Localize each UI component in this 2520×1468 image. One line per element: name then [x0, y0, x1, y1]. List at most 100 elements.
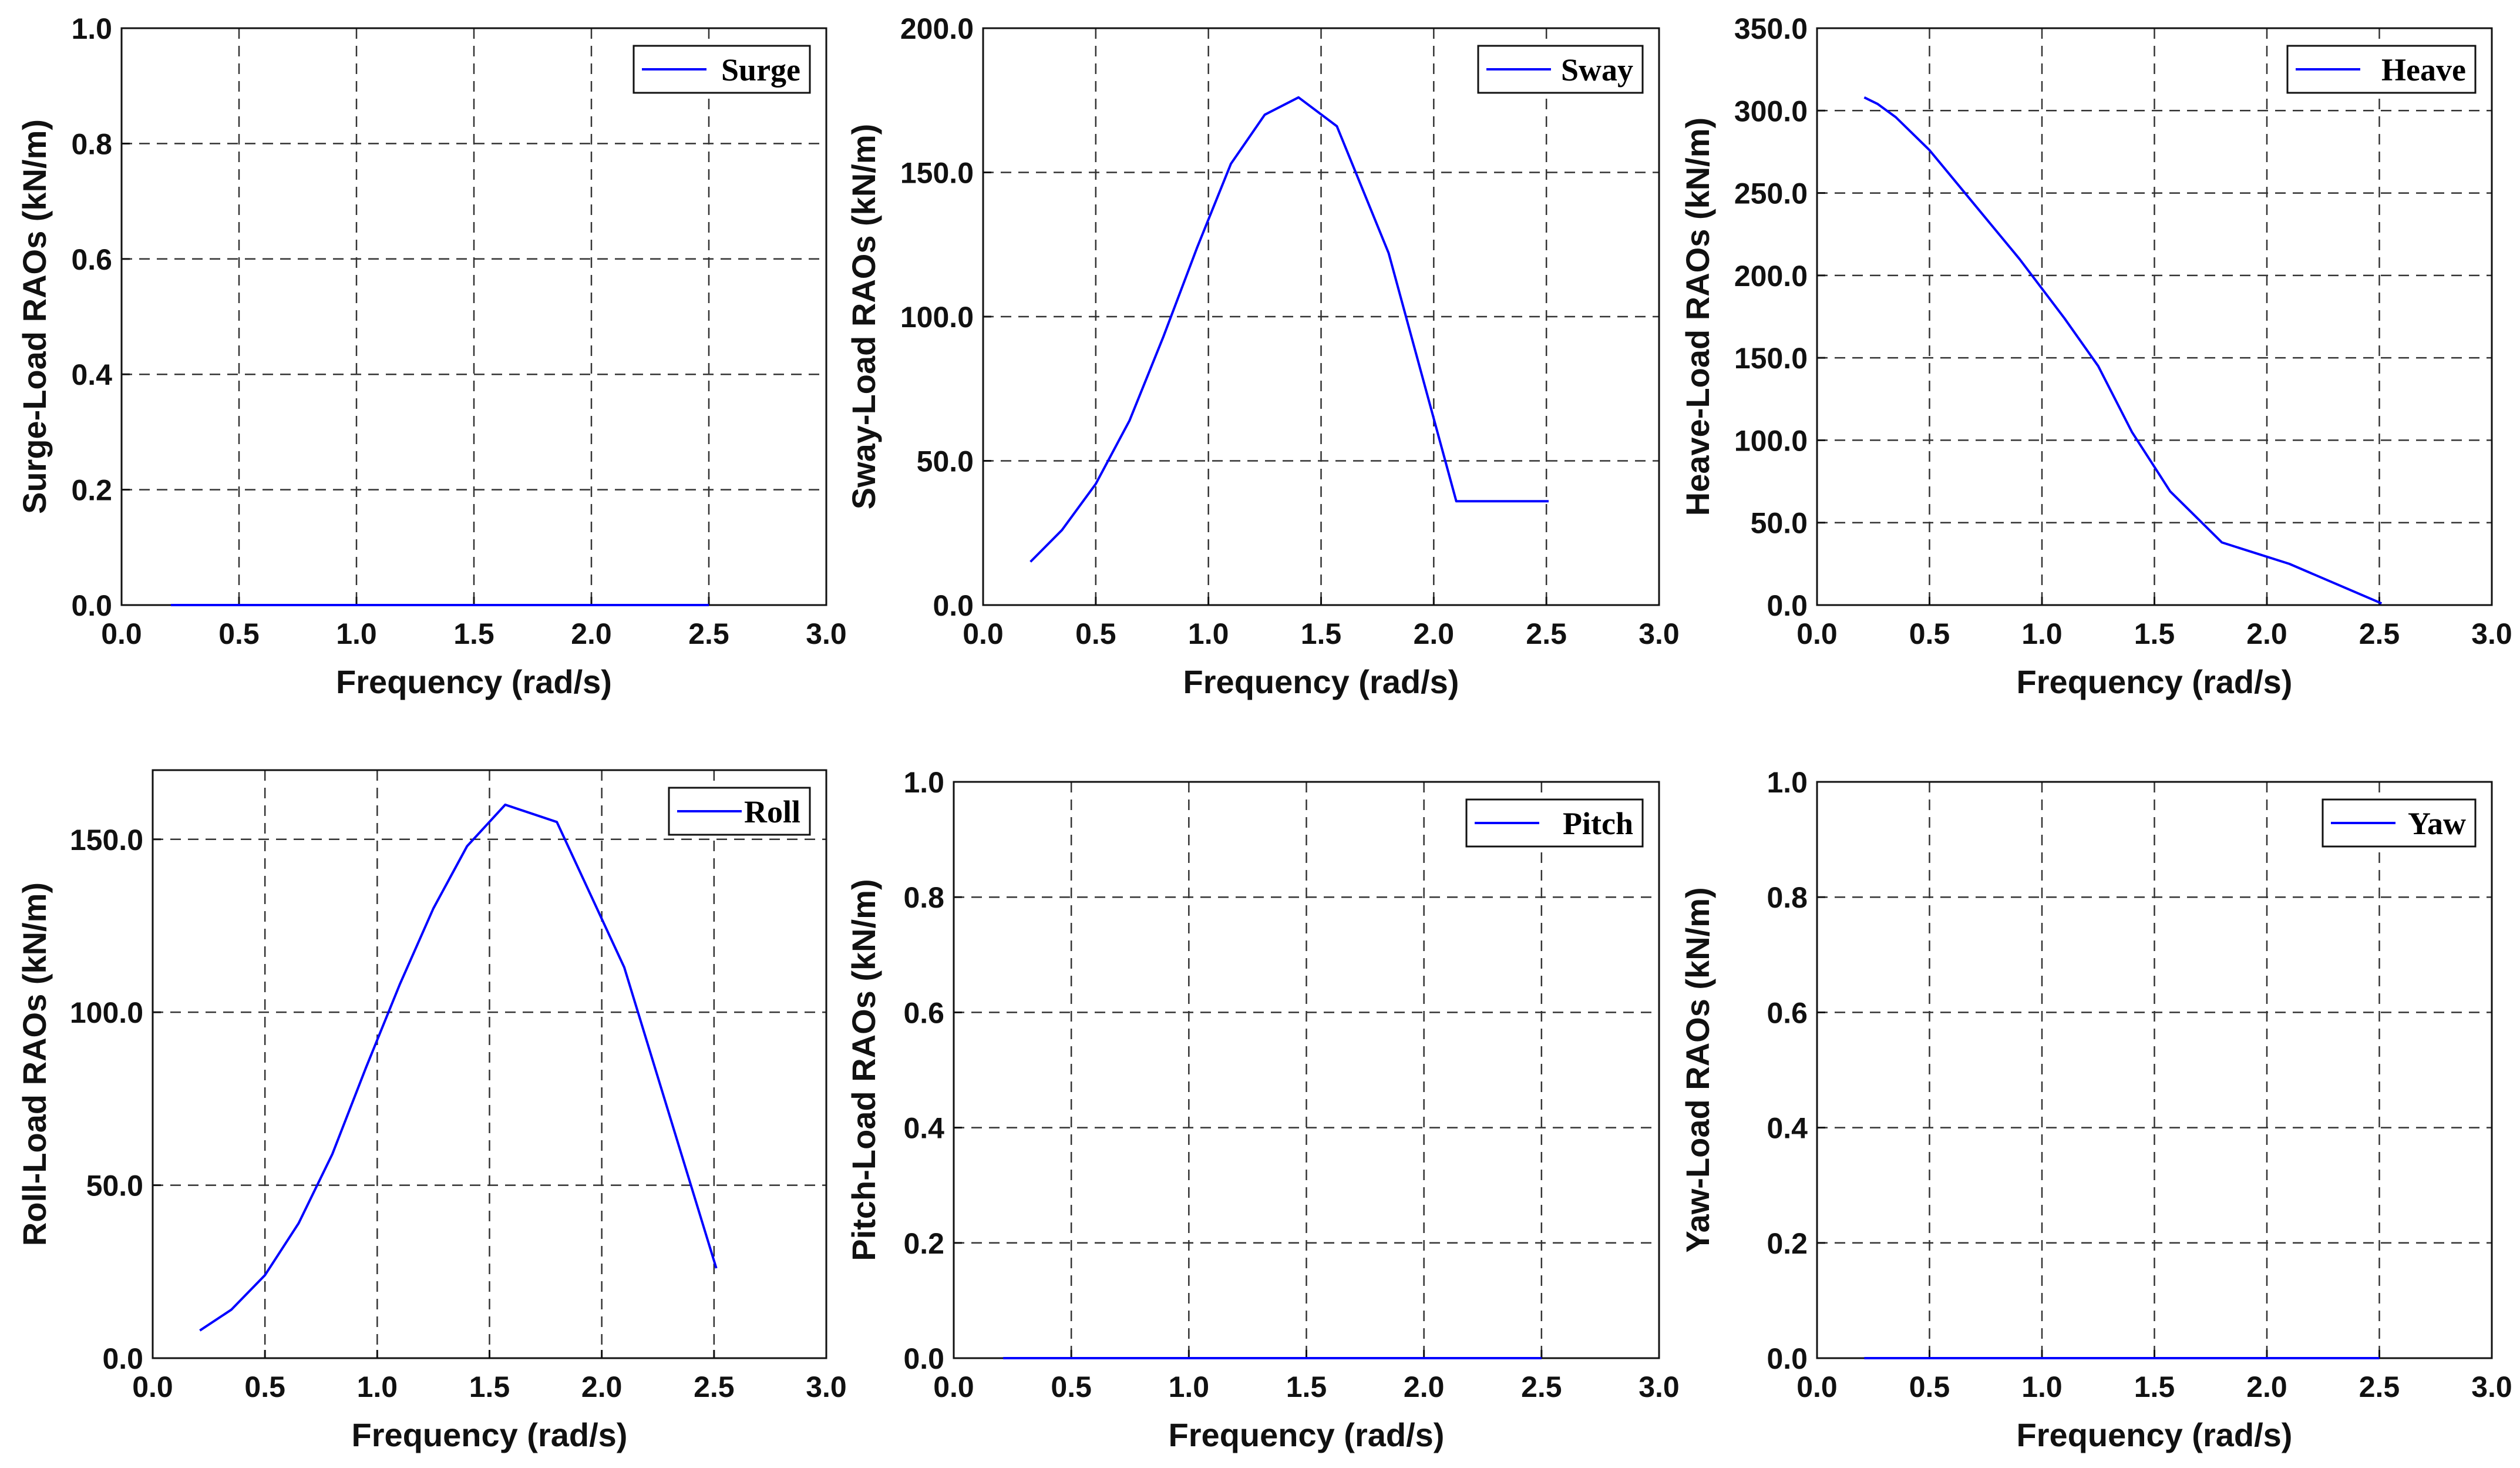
chart-panel-6: 0.0 0.5 1.0 1.5 2.0 2.5 3.0 0.0 0.2 0.4 0.6 0.8 1.0 F…: [1679, 766, 2512, 1453]
legend: Pitch: [1465, 798, 1644, 848]
y-tick-label: 100.0: [70, 996, 143, 1029]
chart-panel-3: 0.0 0.5 1.0 1.5 2.0 2.5 3.0 0.0 50.0 100.0 150.0 20…: [1679, 12, 2512, 700]
y-tick-label: 0.0: [102, 1342, 143, 1375]
x-tick-label: 0.5: [244, 1370, 285, 1403]
x-tick-label: 1.0: [2021, 617, 2063, 650]
y-tick-label: 50.0: [86, 1170, 143, 1202]
x-tick-label: 1.5: [2134, 617, 2175, 650]
y-axis-label: Pitch-Load RAOs (kN/m): [845, 879, 882, 1261]
series-line-heave: [1863, 96, 2383, 605]
y-tick-label: 100.0: [900, 301, 974, 334]
y-tick-label: 0.0: [903, 1342, 944, 1375]
y-axis-label: Roll-Load RAOs (kN/m): [16, 882, 53, 1246]
x-tick-label: 2.5: [2359, 1370, 2400, 1403]
y-tick-label: 50.0: [1751, 507, 1808, 540]
x-tick-label: 2.5: [688, 617, 729, 650]
legend-label: Yaw: [2408, 806, 2466, 841]
y-tick-label: 0.0: [933, 589, 974, 622]
legend: Yaw: [2322, 798, 2477, 848]
legend-label: Roll: [744, 794, 800, 829]
y-tick-label: 1.0: [71, 12, 112, 45]
x-tick-label: 1.0: [1188, 617, 1229, 650]
x-tick-label: 2.0: [571, 617, 612, 650]
y-tick-label: 0.2: [71, 474, 112, 507]
legend: Surge: [632, 45, 811, 94]
x-tick-label: 0.0: [132, 1370, 173, 1403]
y-tick-label: 1.0: [903, 766, 944, 799]
x-tick-label: 2.5: [694, 1370, 735, 1403]
y-tick-label: 200.0: [1734, 260, 1808, 293]
series-line-roll: [199, 803, 718, 1332]
x-axis-label: Frequency (rad/s): [1183, 663, 1459, 700]
x-tick-label: 0.5: [1051, 1370, 1092, 1403]
y-tick-label: 0.8: [1767, 881, 1808, 914]
y-tick-label: 50.0: [917, 445, 974, 478]
x-tick-label: 3.0: [2471, 617, 2512, 650]
y-tick-label: 0.8: [71, 127, 112, 160]
x-tick-label: 2.0: [2246, 1370, 2287, 1403]
x-axis-label: Frequency (rad/s): [2017, 663, 2293, 700]
x-tick-label: 3.0: [806, 617, 847, 650]
legend-label: Surge: [721, 52, 800, 88]
x-tick-label: 3.0: [1638, 617, 1680, 650]
y-tick-label: 150.0: [70, 824, 143, 856]
y-tick-label: 1.0: [1767, 766, 1808, 799]
legend-label: Heave: [2381, 52, 2466, 88]
legend: Roll: [668, 787, 811, 836]
x-tick-label: 1.0: [2021, 1370, 2063, 1403]
x-tick-label: 1.5: [469, 1370, 510, 1403]
y-tick-label: 0.6: [71, 243, 112, 276]
x-tick-label: 2.5: [1526, 617, 1567, 650]
x-tick-label: 3.0: [2471, 1370, 2512, 1403]
y-tick-label: 0.2: [903, 1227, 944, 1260]
y-axis-label: Yaw-Load RAOs (kN/m): [1679, 887, 1716, 1252]
x-tick-label: 2.0: [1404, 1370, 1445, 1403]
legend-label: Pitch: [1563, 806, 1633, 841]
y-tick-label: 0.2: [1767, 1227, 1808, 1260]
y-tick-label: 350.0: [1734, 12, 1808, 45]
y-axis-label: Sway-Load RAOs (kN/m): [845, 124, 882, 510]
x-axis-label: Frequency (rad/s): [336, 663, 612, 700]
y-tick-label: 0.6: [1767, 996, 1808, 1029]
x-tick-label: 0.0: [933, 1370, 974, 1403]
chart-panel-1: 0.0 0.5 1.0 1.5 2.0 2.5 3.0 0.0 0.2 0.4 0.6 0.8 1.0 F…: [16, 12, 847, 700]
x-tick-label: 1.5: [453, 617, 494, 650]
x-axis-label: Frequency (rad/s): [352, 1416, 628, 1453]
y-tick-label: 150.0: [1734, 342, 1808, 375]
series-line-sway: [1029, 96, 1549, 563]
y-tick-label: 250.0: [1734, 177, 1808, 210]
y-tick-label: 100.0: [1734, 424, 1808, 457]
x-tick-label: 0.5: [1909, 617, 1950, 650]
y-tick-label: 0.0: [1767, 1342, 1808, 1375]
x-tick-label: 2.0: [581, 1370, 623, 1403]
y-tick-label: 0.8: [903, 881, 944, 914]
legend: Heave: [2286, 45, 2477, 94]
x-tick-label: 3.0: [806, 1370, 847, 1403]
y-tick-label: 150.0: [900, 157, 974, 190]
x-tick-label: 2.5: [1521, 1370, 1562, 1403]
x-tick-label: 1.5: [1301, 617, 1342, 650]
x-axis-label: Frequency (rad/s): [1169, 1416, 1445, 1453]
x-tick-label: 2.0: [2246, 617, 2287, 650]
x-tick-label: 0.5: [1075, 617, 1116, 650]
chart-panel-5: 0.0 0.5 1.0 1.5 2.0 2.5 3.0 0.0 0.2 0.4 0.6 0.8 1.0 F…: [845, 766, 1680, 1453]
x-tick-label: 2.0: [1414, 617, 1455, 650]
x-tick-label: 0.0: [1796, 617, 1838, 650]
legend: Sway: [1477, 45, 1644, 94]
chart-panel-2: 0.0 0.5 1.0 1.5 2.0 2.5 3.0 0.0 50.0 100.0 150.0 20…: [845, 12, 1680, 700]
legend-label: Sway: [1561, 52, 1633, 88]
x-tick-label: 0.0: [101, 617, 142, 650]
y-tick-label: 300.0: [1734, 95, 1808, 127]
x-tick-label: 2.5: [2359, 617, 2400, 650]
y-tick-label: 0.4: [71, 358, 112, 391]
x-tick-label: 0.5: [218, 617, 260, 650]
y-tick-label: 0.0: [71, 589, 112, 622]
x-tick-label: 1.0: [357, 1370, 398, 1403]
y-axis-label: Surge-Load RAOs (kN/m): [16, 119, 53, 514]
x-tick-label: 1.5: [2134, 1370, 2175, 1403]
x-tick-label: 0.0: [1796, 1370, 1838, 1403]
x-tick-label: 3.0: [1638, 1370, 1680, 1403]
y-tick-label: 0.4: [1767, 1112, 1808, 1145]
chart-panel-4: 0.0 0.5 1.0 1.5 2.0 2.5 3.0 0.0 50.0 100.0 150.0 Fr…: [16, 769, 847, 1453]
